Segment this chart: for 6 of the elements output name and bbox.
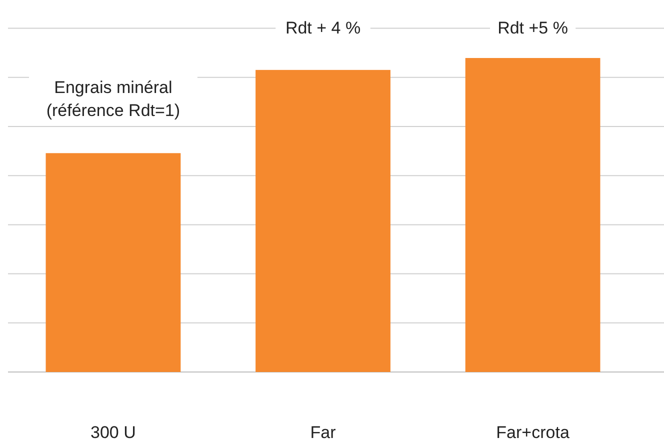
x-tick-label: 300 U	[90, 423, 136, 439]
x-tick-label: Far+crota	[496, 423, 570, 439]
text: Rdt +5 %	[498, 18, 568, 38]
x-tick-label: Far	[310, 423, 336, 439]
text: Rdt + 4 %	[285, 18, 361, 38]
annotation: Engrais minéral (référence Rdt=1)	[46, 78, 180, 120]
